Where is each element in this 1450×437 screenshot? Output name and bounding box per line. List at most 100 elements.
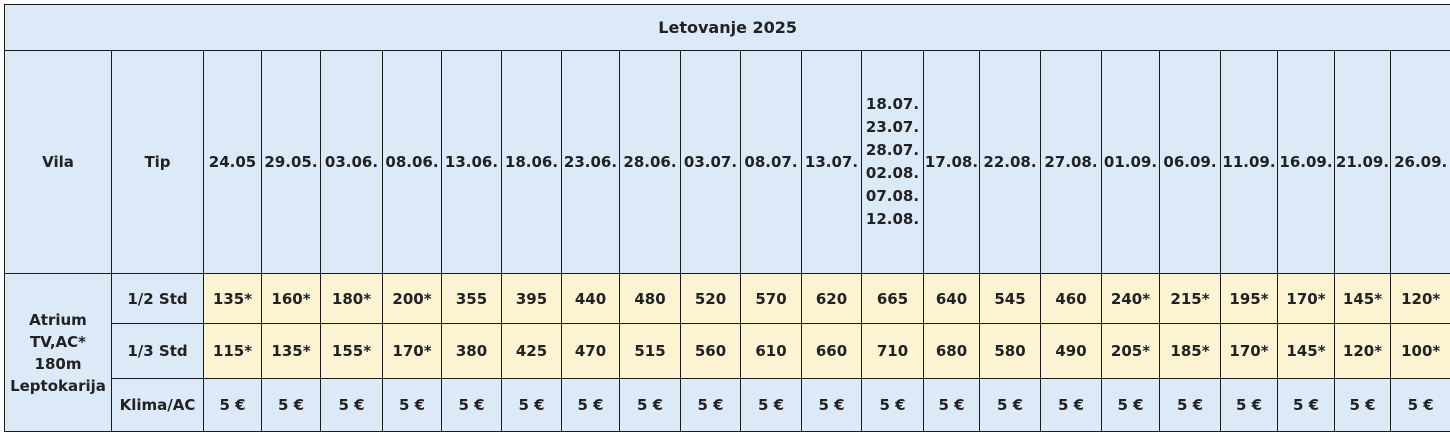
ac-price-cell: 5 € — [1101, 378, 1160, 432]
date-header: 18.07. 23.07. 28.07. 02.08. 07.08. 12.08. — [861, 50, 924, 274]
price-table: Letovanje 2025 Vila Tip 24.05 29.05. 03.06… — [3, 4, 1450, 432]
price-cell: 145* — [1334, 273, 1391, 324]
price-cell: 145* — [1277, 323, 1335, 379]
price-cell: 580 — [979, 323, 1041, 379]
room-type-cell: 1/3 Std — [111, 323, 204, 379]
table-row: Klima/AC 5 €5 €5 €5 €5 €5 €5 €5 €5 €5 €5 … — [5, 378, 1450, 432]
ac-price-cell: 5 € — [801, 378, 862, 432]
ac-price-cell: 5 € — [441, 378, 502, 432]
price-cell: 515 — [619, 323, 681, 379]
date-header-line: 23.07. — [865, 118, 920, 136]
table-row: 1/3 Std 115* 135* 155* 170* 380 425 470 515 560 61… — [5, 323, 1450, 379]
date-header: 28.06. — [619, 50, 681, 274]
price-cell: 570 — [740, 273, 802, 324]
date-header-line: 28.07. — [865, 141, 920, 159]
price-table-container: Letovanje 2025 Vila Tip 24.05 29.05. 03.06… — [3, 4, 1450, 432]
villa-name-line: Atrium — [29, 310, 87, 329]
table-row: Atrium TV,AC* 180m Leptokarija 1/2 Std 135* 16… — [4, 273, 1450, 432]
date-header: 23.06. — [561, 50, 620, 274]
room-type-cell: Klima/AC — [111, 378, 204, 432]
price-cell: 100* — [1389, 323, 1450, 379]
date-header: 21.09. — [1334, 50, 1391, 274]
column-header-villa: Vila — [4, 50, 112, 274]
ac-price-cell: 5 € — [923, 378, 980, 432]
price-cell: 620 — [801, 273, 862, 324]
ac-price-cell: 5 € — [1389, 378, 1450, 432]
ac-price-cell: 5 € — [561, 378, 620, 432]
date-header: 11.09. — [1220, 50, 1278, 274]
price-cell: 440 — [561, 273, 620, 324]
date-header-line: 12.08. — [865, 210, 920, 228]
price-cell: 200* — [382, 273, 442, 324]
date-header: 18.06. — [501, 50, 562, 274]
date-header: 08.07. — [740, 50, 802, 274]
room-type-cell: 1/2 Std — [111, 273, 204, 324]
ac-price-cell: 5 € — [501, 378, 562, 432]
price-cell: 680 — [923, 323, 980, 379]
price-cell: 490 — [1040, 323, 1102, 379]
date-header: 06.09. — [1159, 50, 1221, 274]
price-cell: 240* — [1101, 273, 1160, 324]
price-cell: 170* — [382, 323, 442, 379]
ac-price-cell: 5 € — [979, 378, 1041, 432]
villa-name-line: TV,AC* — [29, 332, 87, 351]
price-cell: 205* — [1101, 323, 1160, 379]
date-header-line: 18.07. — [865, 95, 920, 113]
ac-price-cell: 5 € — [320, 378, 383, 432]
price-cell: 380 — [441, 323, 502, 379]
date-header: 17.08. — [923, 50, 980, 274]
date-header: 03.06. — [320, 50, 383, 274]
date-header-line: 07.08. — [865, 187, 920, 205]
price-cell: 395 — [501, 273, 562, 324]
price-cell: 560 — [680, 323, 741, 379]
price-cell: 135* — [261, 323, 321, 379]
villa-name-line: Leptokarija — [10, 376, 106, 395]
price-cell: 185* — [1159, 323, 1221, 379]
villa-name-line: 180m — [34, 354, 82, 373]
price-cell: 640 — [923, 273, 980, 324]
ac-price-cell: 5 € — [680, 378, 741, 432]
price-cell: 170* — [1220, 323, 1278, 379]
column-header-type: Tip — [111, 50, 204, 274]
price-cell: 120* — [1334, 323, 1391, 379]
price-cell: 170* — [1277, 273, 1335, 324]
price-cell: 155* — [320, 323, 383, 379]
price-cell: 665 — [861, 273, 924, 324]
date-header: 22.08. — [979, 50, 1041, 274]
ac-price-cell: 5 € — [261, 378, 321, 432]
table-title: Letovanje 2025 — [3, 4, 1450, 51]
price-cell: 610 — [740, 323, 802, 379]
date-header: 13.06. — [441, 50, 502, 274]
price-cell: 660 — [801, 323, 862, 379]
date-header: 24.05 — [203, 50, 262, 274]
ac-price-cell: 5 € — [740, 378, 802, 432]
date-header: 03.07. — [680, 50, 741, 274]
date-header-line: 02.08. — [865, 164, 920, 182]
price-cell: 470 — [561, 323, 620, 379]
villa-name-cell: Atrium TV,AC* 180m Leptokarija — [4, 273, 112, 432]
ac-price-cell: 5 € — [619, 378, 681, 432]
date-header: 27.08. — [1040, 50, 1102, 274]
ac-price-cell: 5 € — [203, 378, 262, 432]
date-header: 26.09. — [1389, 50, 1450, 274]
ac-price-cell: 5 € — [1220, 378, 1278, 432]
price-cell: 355 — [441, 273, 502, 324]
ac-price-cell: 5 € — [861, 378, 924, 432]
ac-price-cell: 5 € — [1277, 378, 1335, 432]
ac-price-cell: 5 € — [1159, 378, 1221, 432]
price-cell: 135* — [203, 273, 262, 324]
price-cell: 160* — [261, 273, 321, 324]
price-cell: 180* — [320, 273, 383, 324]
ac-price-cell: 5 € — [382, 378, 442, 432]
ac-price-cell: 5 € — [1040, 378, 1102, 432]
date-header: 16.09. — [1277, 50, 1335, 274]
date-header: 01.09. — [1101, 50, 1160, 274]
price-cell: 215* — [1159, 273, 1221, 324]
price-cell: 425 — [501, 323, 562, 379]
price-cell: 120* — [1389, 273, 1450, 324]
price-cell: 195* — [1220, 273, 1278, 324]
price-cell: 545 — [979, 273, 1041, 324]
date-header: 13.07. — [801, 50, 862, 274]
ac-price-cell: 5 € — [1334, 378, 1391, 432]
price-cell: 710 — [861, 323, 924, 379]
